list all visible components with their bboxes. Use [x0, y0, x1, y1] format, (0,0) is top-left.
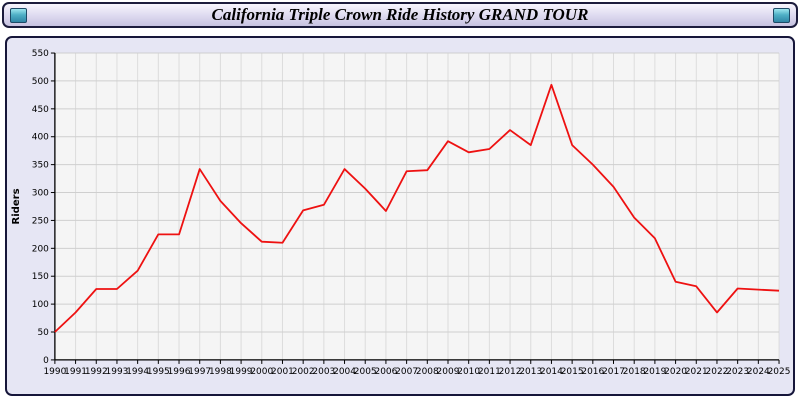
- svg-text:1996: 1996: [168, 367, 191, 377]
- svg-text:1993: 1993: [106, 367, 129, 377]
- titlebar: California Triple Crown Ride History GRA…: [2, 2, 798, 28]
- svg-text:2003: 2003: [312, 367, 335, 377]
- svg-text:1994: 1994: [126, 367, 149, 377]
- svg-text:2013: 2013: [519, 367, 542, 377]
- nav-left-icon[interactable]: [10, 7, 27, 23]
- svg-text:2025: 2025: [768, 367, 791, 377]
- svg-text:300: 300: [32, 189, 49, 199]
- svg-text:400: 400: [32, 133, 49, 143]
- svg-text:2024: 2024: [747, 367, 770, 377]
- svg-text:350: 350: [32, 161, 49, 171]
- svg-text:100: 100: [32, 300, 49, 310]
- svg-text:2008: 2008: [416, 367, 439, 377]
- svg-text:2017: 2017: [602, 367, 625, 377]
- svg-text:2018: 2018: [623, 367, 646, 377]
- svg-text:2006: 2006: [374, 367, 397, 377]
- svg-text:50: 50: [37, 328, 49, 338]
- nav-right-icon[interactable]: [773, 7, 790, 23]
- svg-text:2012: 2012: [499, 367, 522, 377]
- page-title: California Triple Crown Ride History GRA…: [211, 5, 589, 24]
- svg-text:1998: 1998: [209, 367, 232, 377]
- svg-text:1999: 1999: [230, 367, 253, 377]
- svg-text:250: 250: [32, 216, 49, 226]
- svg-text:2019: 2019: [643, 367, 666, 377]
- svg-text:2007: 2007: [395, 367, 418, 377]
- svg-text:1992: 1992: [85, 367, 108, 377]
- svg-text:2005: 2005: [354, 367, 377, 377]
- svg-text:0: 0: [43, 356, 49, 366]
- svg-text:1991: 1991: [64, 367, 87, 377]
- svg-text:2009: 2009: [437, 367, 460, 377]
- svg-text:550: 550: [32, 49, 49, 59]
- svg-text:2023: 2023: [726, 367, 749, 377]
- svg-text:2004: 2004: [333, 367, 356, 377]
- svg-text:2016: 2016: [581, 367, 604, 377]
- svg-text:2011: 2011: [478, 367, 501, 377]
- svg-text:1997: 1997: [188, 367, 211, 377]
- svg-text:2022: 2022: [706, 367, 729, 377]
- svg-text:200: 200: [32, 244, 49, 254]
- svg-text:2014: 2014: [540, 367, 563, 377]
- svg-text:2001: 2001: [271, 367, 294, 377]
- svg-text:2010: 2010: [457, 367, 480, 377]
- svg-text:2021: 2021: [685, 367, 708, 377]
- svg-text:500: 500: [32, 77, 49, 87]
- svg-text:450: 450: [32, 105, 49, 115]
- svg-text:2015: 2015: [561, 367, 584, 377]
- line-chart: 1990199119921993199419951996199719981999…: [11, 49, 791, 377]
- svg-text:1990: 1990: [43, 367, 66, 377]
- svg-text:2002: 2002: [292, 367, 315, 377]
- svg-text:2000: 2000: [250, 367, 273, 377]
- svg-text:1995: 1995: [147, 367, 170, 377]
- svg-text:Riders: Riders: [11, 188, 22, 224]
- svg-text:150: 150: [32, 272, 49, 282]
- svg-text:2020: 2020: [664, 367, 687, 377]
- chart-panel: 1990 1991 1992 1993 1994 1995 1996 1997 1998 1999…: [5, 36, 795, 396]
